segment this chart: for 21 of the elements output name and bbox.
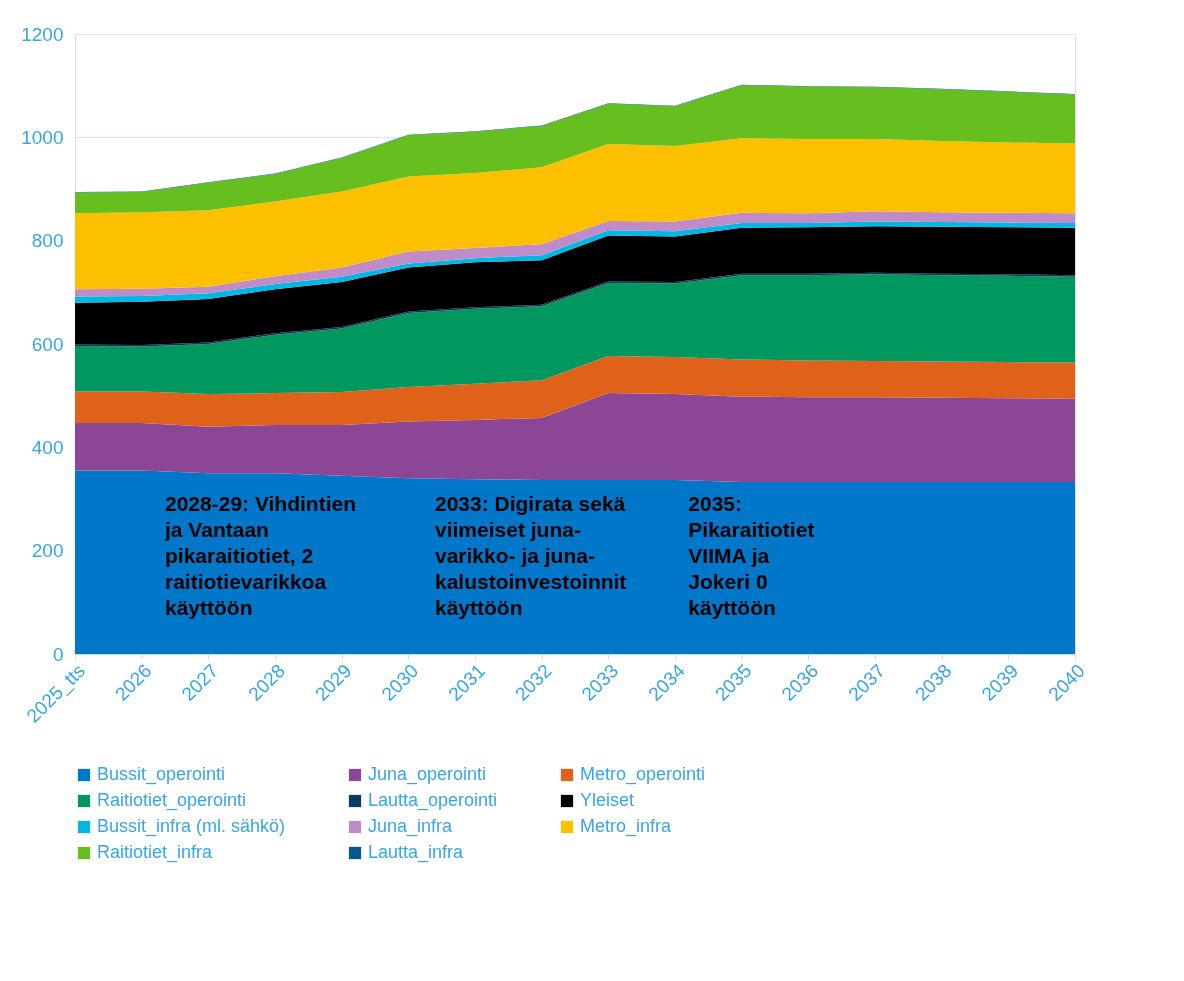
- legend-label: Lautta_operointi: [368, 790, 498, 811]
- legend-label: Juna_infra: [368, 816, 454, 837]
- y-tick-label: 200: [31, 540, 64, 562]
- y-tick-label: 400: [31, 436, 64, 458]
- annotation: 2035: Pikaraitiotiet VIIMA ja Jokeri 0 käyttöön: [688, 492, 815, 619]
- y-tick-label: 800: [31, 230, 64, 252]
- legend-label: Juna_operointi: [368, 764, 487, 785]
- annotation: 2028-29: Vihdintien ja Vantaan pikaraitiotiet, 2 raitiotievarikkoa käyttöön: [164, 492, 357, 619]
- legend-label: Metro_operointi: [580, 764, 706, 785]
- legend-label: Bussit_operointi: [97, 764, 226, 785]
- legend-label: Metro_infra: [580, 816, 673, 837]
- legend-label: Yleiset: [580, 790, 635, 810]
- y-tick-label: 600: [31, 333, 64, 355]
- y-tick-label: 1000: [21, 126, 64, 148]
- legend-label: Lautta_infra: [368, 842, 465, 863]
- y-tick-label: 1200: [21, 23, 64, 45]
- annotation: 2033: Digirata sekä viimeiset juna- varikko- ja juna- kalustoinvestoinnit käyttöön: [435, 492, 627, 619]
- y-tick-label: 0: [52, 643, 64, 665]
- legend-label: Raitiotiet_operointi: [97, 790, 247, 811]
- legend-label: Bussit_infra (ml. sähkö): [97, 816, 286, 837]
- legend-label: Raitiotiet_infra: [97, 842, 214, 863]
